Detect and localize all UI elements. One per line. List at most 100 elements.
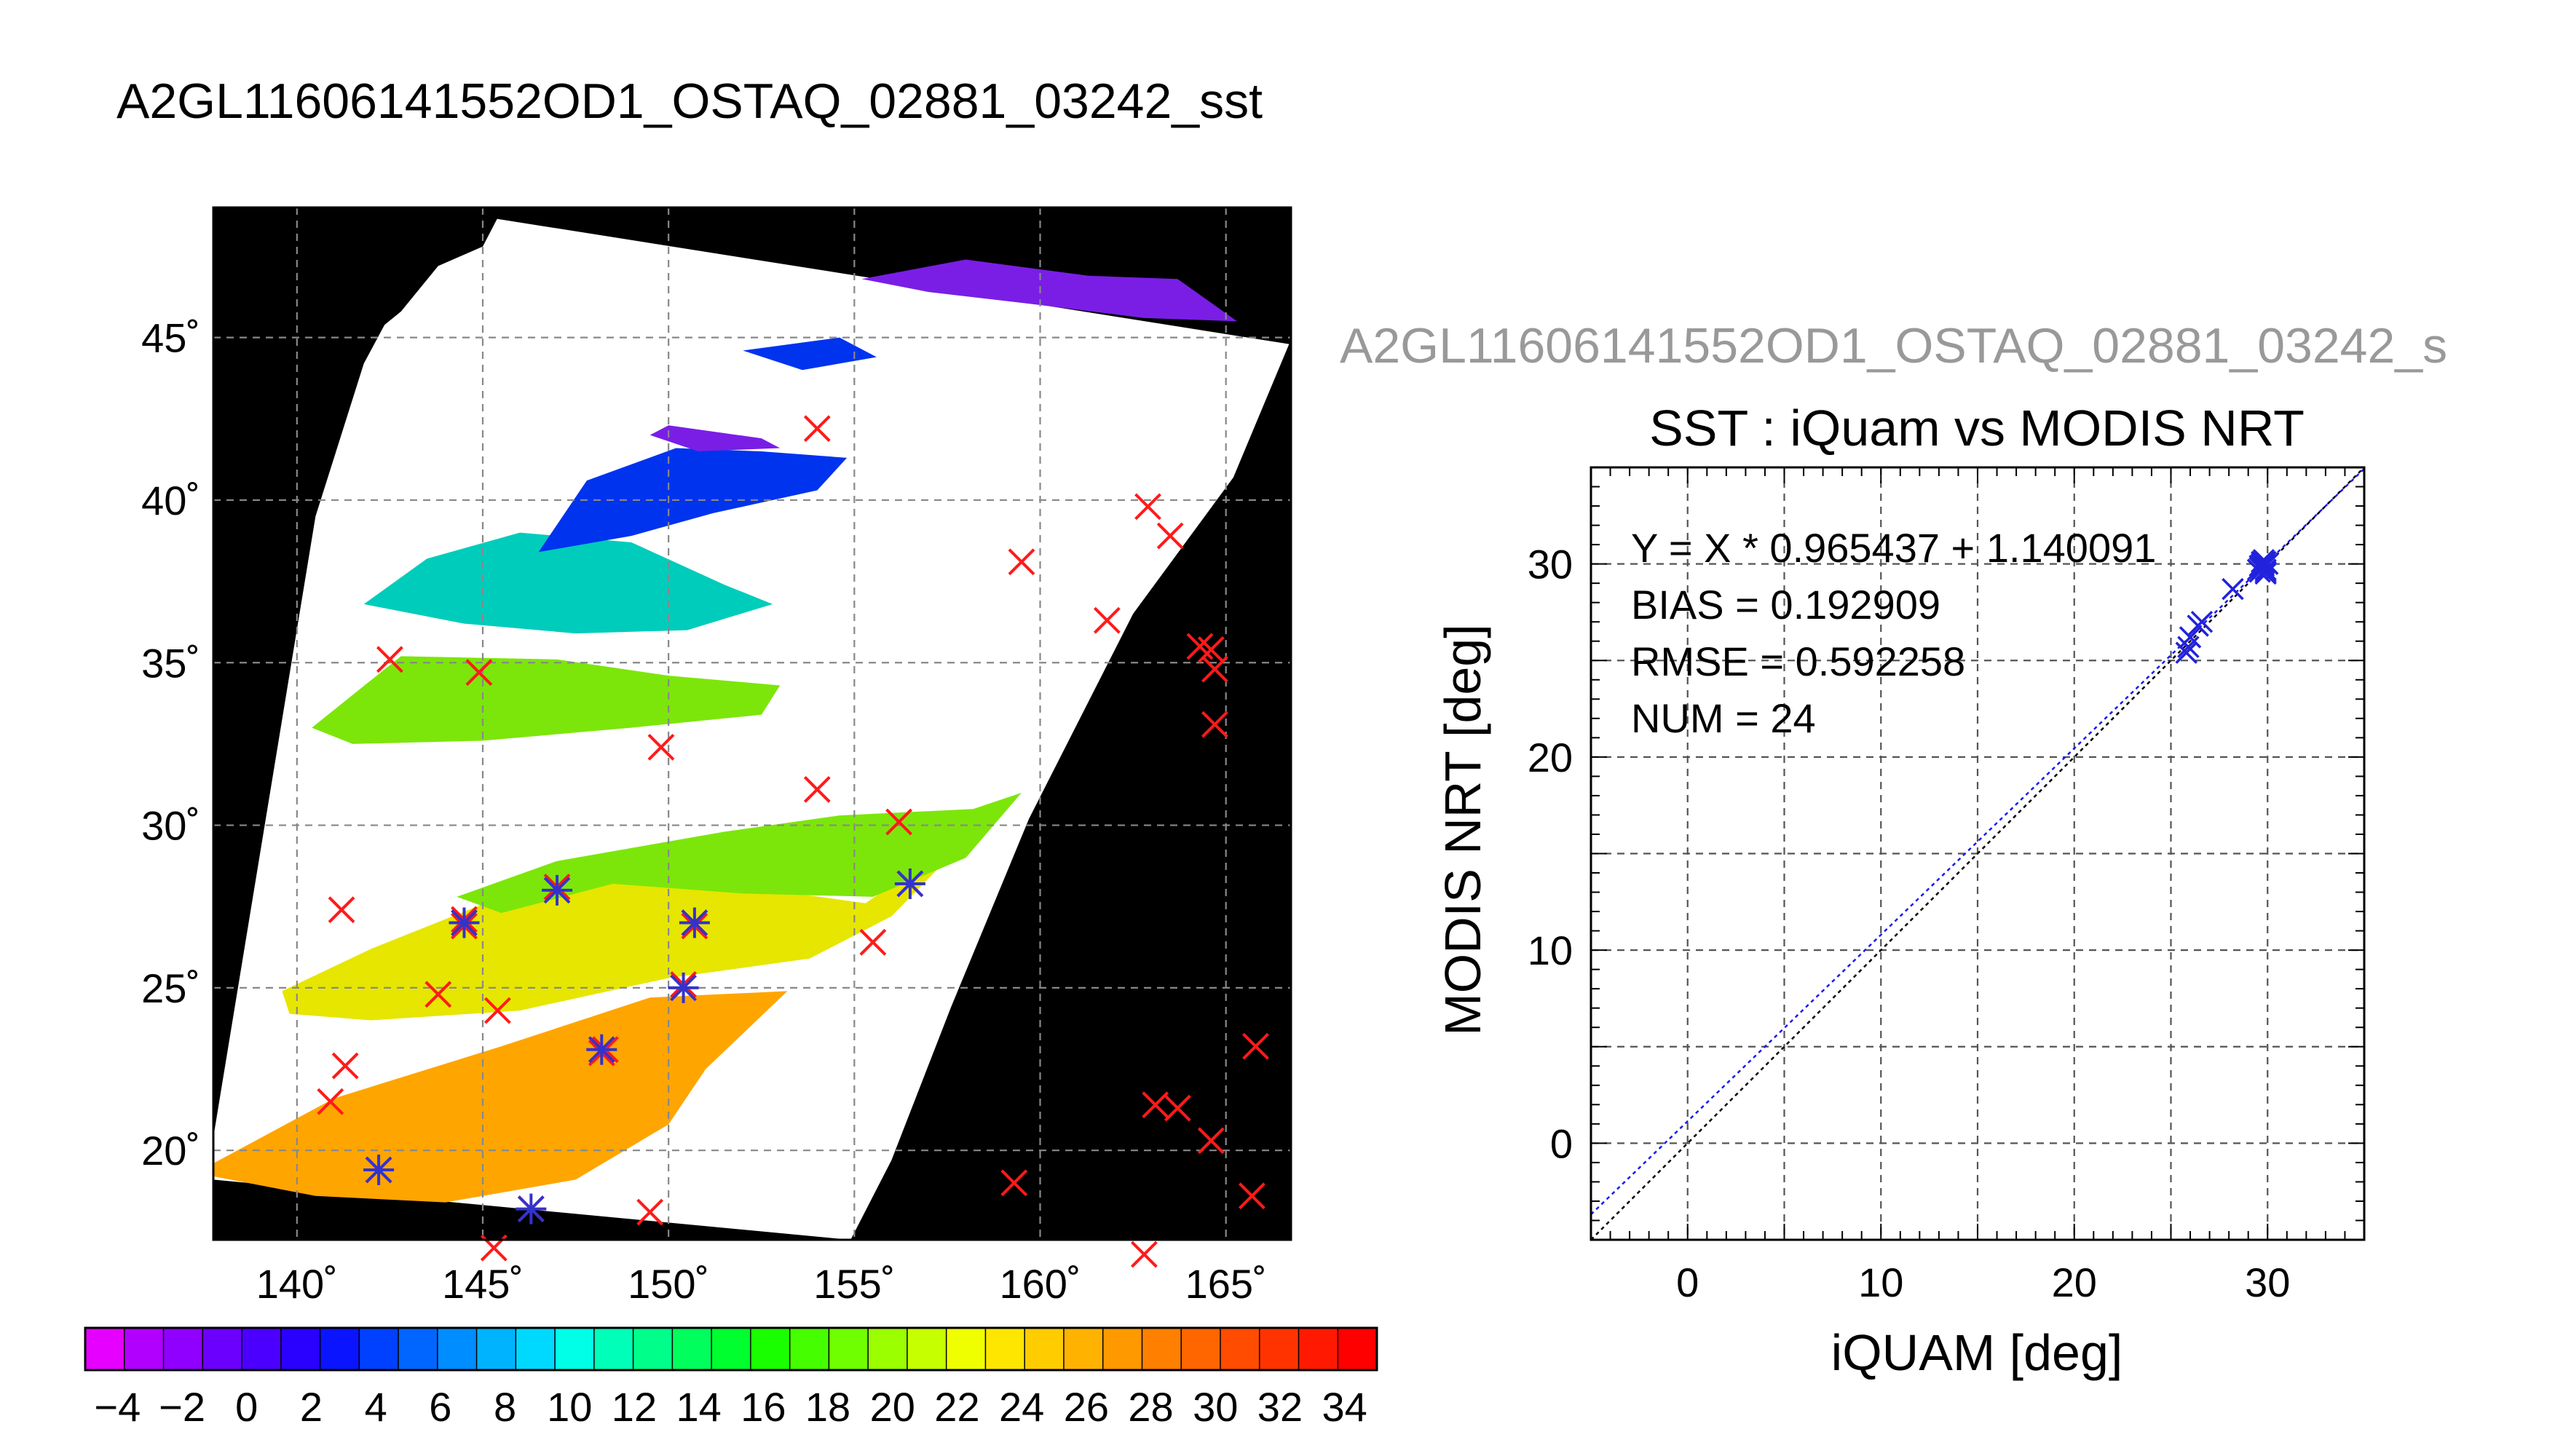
buoy-point-b: [647, 733, 675, 761]
sst-region-3: [312, 656, 781, 744]
land-mass: [213, 210, 502, 484]
stats-line: NUM = 24: [1631, 695, 1816, 741]
scatter-point-b: [2177, 636, 2200, 658]
colorbar-tick-label: 8: [494, 1384, 516, 1430]
colorbar-segment: [242, 1328, 282, 1370]
scatter-point-b: [2252, 555, 2275, 577]
colorbar-tick-label: 2: [300, 1384, 323, 1430]
scatter-plot: 0 10 20 30 0 10 20 30 Y = X * 0.965437 + 1.14009…: [1528, 466, 2366, 1305]
y-tick-label: 30: [1528, 542, 1573, 587]
colorbar-segment: [829, 1328, 869, 1370]
colorbar-tick-label: 34: [1322, 1384, 1367, 1430]
one-to-one-line: [1591, 467, 2364, 1240]
lon-tick-label: 140˚: [256, 1261, 338, 1307]
buoy-point-b: [1238, 1182, 1265, 1210]
colorbar-tick-label: 28: [1128, 1384, 1173, 1430]
colorbar-segment: [985, 1328, 1025, 1370]
colorbar-segment: [1142, 1328, 1182, 1370]
colorbar-tick-label: 14: [676, 1384, 722, 1430]
colorbar-frame: [84, 1326, 1378, 1372]
colorbar-segment: [516, 1328, 556, 1370]
colorbar-segment: [1063, 1328, 1104, 1370]
buoy-point-b: [1186, 633, 1214, 660]
scatter-point-b: [2179, 626, 2202, 649]
buoy-point-b: [1242, 1032, 1269, 1060]
colorbar-segment: [593, 1328, 634, 1370]
lat-tick-label: 30˚: [141, 803, 200, 849]
y-tick-label: 0: [1550, 1120, 1573, 1166]
sst-colorbar: −4 −2 0 2 4 6 8 10 12 14 16 18 20 22 24 26 28 30 32 34: [84, 1326, 1378, 1430]
colorbar-segment: [476, 1328, 516, 1370]
sst-region-7: [861, 259, 1237, 322]
buoy-point-b: [1201, 655, 1228, 683]
lat-tick-label: 35˚: [141, 640, 200, 686]
scatter-overflow-title: A2GL11606141552OD1_OSTAQ_02881_03242_s: [1340, 318, 2447, 373]
y-tick-label: 20: [1528, 735, 1573, 780]
buoy-point-b: [636, 1198, 664, 1226]
colorbar-tick-label: 22: [934, 1384, 979, 1430]
colorbar-tick-label: 16: [741, 1384, 786, 1430]
sst-map-panel: 20˚ 25˚ 30˚ 35˚ 40˚ 45˚ 140˚ 145˚ 150˚ 155˚ 160˚ 16…: [141, 206, 1292, 1307]
x-tick-label: 10: [1858, 1259, 1903, 1305]
buoy-point-b: [424, 981, 452, 1008]
colorbar-tick-label: 18: [805, 1384, 850, 1430]
colorbar-segment: [1024, 1328, 1065, 1370]
x-tick-label: 0: [1676, 1259, 1699, 1305]
colorbar-tick-label: 30: [1193, 1384, 1238, 1430]
colorbar-segment: [1338, 1328, 1378, 1370]
buoy-point-b: [1201, 711, 1228, 738]
buoy-point-b: [1000, 1169, 1028, 1197]
sst-region-4: [363, 532, 773, 634]
colorbar-tick-label: −2: [159, 1384, 205, 1430]
sst-region-8: [743, 337, 877, 371]
buoy-point-b: [1130, 1241, 1158, 1268]
sst-region-5: [538, 448, 848, 553]
colorbar-segment: [124, 1328, 165, 1370]
colorbar-segment: [1259, 1328, 1300, 1370]
colorbar-segment: [437, 1328, 478, 1370]
buoy-point-b: [483, 997, 511, 1024]
scatter-point-b: [2254, 560, 2277, 583]
sst-region-6: [649, 425, 781, 451]
colorbar-segment: [398, 1328, 438, 1370]
stats-line: BIAS = 0.192909: [1631, 582, 1940, 628]
scatter-point-b: [2251, 550, 2273, 574]
scatter-point-b: [2222, 577, 2244, 601]
buoy-point-b: [885, 808, 913, 836]
buoy-point-b: [1197, 1127, 1225, 1155]
sst-region-2: [457, 792, 1022, 914]
colorbar-segment: [320, 1328, 360, 1370]
scatter-frame: [1590, 466, 2366, 1241]
colorbar-segment: [711, 1328, 751, 1370]
colorbar-tick-label: 20: [870, 1384, 915, 1430]
colorbar-tick-label: 6: [429, 1384, 451, 1430]
colorbar-segment: [1298, 1328, 1338, 1370]
colorbar-segment: [946, 1328, 987, 1370]
colorbar-segment: [1220, 1328, 1260, 1370]
scatter-point-b: [2248, 556, 2271, 579]
colorbar-segment: [750, 1328, 791, 1370]
buoy-point-b: [803, 776, 831, 803]
buoy-point-b: [1134, 493, 1161, 521]
buoy-point-b: [331, 1052, 359, 1080]
lat-tick-label: 25˚: [141, 965, 200, 1011]
scatter-y-label: MODIS NRT [deg]: [1434, 624, 1491, 1035]
colorbar-segment: [868, 1328, 908, 1370]
colorbar-segment: [280, 1328, 321, 1370]
buoy-point-b: [465, 659, 493, 687]
buoy-point-b: [1142, 1091, 1169, 1119]
scatter-title: SST : iQuam vs MODIS NRT: [1649, 400, 2305, 456]
figure-title: A2GL11606141552OD1_OSTAQ_02881_03242_sst: [117, 74, 1263, 129]
colorbar-segment: [672, 1328, 712, 1370]
lat-tick-label: 20˚: [141, 1128, 200, 1174]
x-tick-label: 30: [2245, 1259, 2290, 1305]
sst-region-0: [213, 991, 788, 1203]
x-tick-label: 20: [2052, 1259, 2097, 1305]
stats-line: RMSE = 0.592258: [1631, 638, 1965, 684]
colorbar-tick-label: 10: [547, 1384, 592, 1430]
buoy-point-b: [859, 928, 887, 956]
colorbar-segment: [163, 1328, 203, 1370]
lon-tick-label: 165˚: [1185, 1261, 1267, 1307]
scatter-point-b: [2254, 558, 2277, 581]
stats-line: Y = X * 0.965437 + 1.140091: [1631, 525, 2156, 571]
